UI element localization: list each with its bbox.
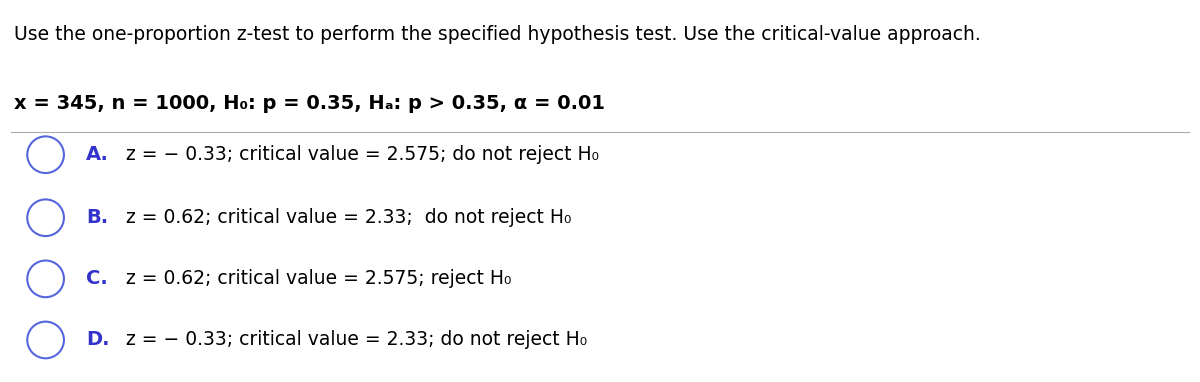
Text: z = 0.62; critical value = 2.33;  do not reject H₀: z = 0.62; critical value = 2.33; do not …: [126, 208, 571, 227]
Text: x = 345, n = 1000, H₀: p = 0.35, Hₐ: p > 0.35, α = 0.01: x = 345, n = 1000, H₀: p = 0.35, Hₐ: p >…: [14, 94, 606, 113]
Text: z = 0.62; critical value = 2.575; reject H₀: z = 0.62; critical value = 2.575; reject…: [126, 269, 511, 288]
Text: D.: D.: [86, 330, 110, 350]
Text: B.: B.: [86, 208, 108, 227]
Text: A.: A.: [86, 145, 109, 164]
Text: Use the one-proportion z-test to perform the specified hypothesis test. Use the : Use the one-proportion z-test to perform…: [14, 25, 982, 44]
Text: z = − 0.33; critical value = 2.33; do not reject H₀: z = − 0.33; critical value = 2.33; do no…: [126, 330, 587, 350]
Text: z = − 0.33; critical value = 2.575; do not reject H₀: z = − 0.33; critical value = 2.575; do n…: [126, 145, 599, 164]
Text: C.: C.: [86, 269, 108, 288]
